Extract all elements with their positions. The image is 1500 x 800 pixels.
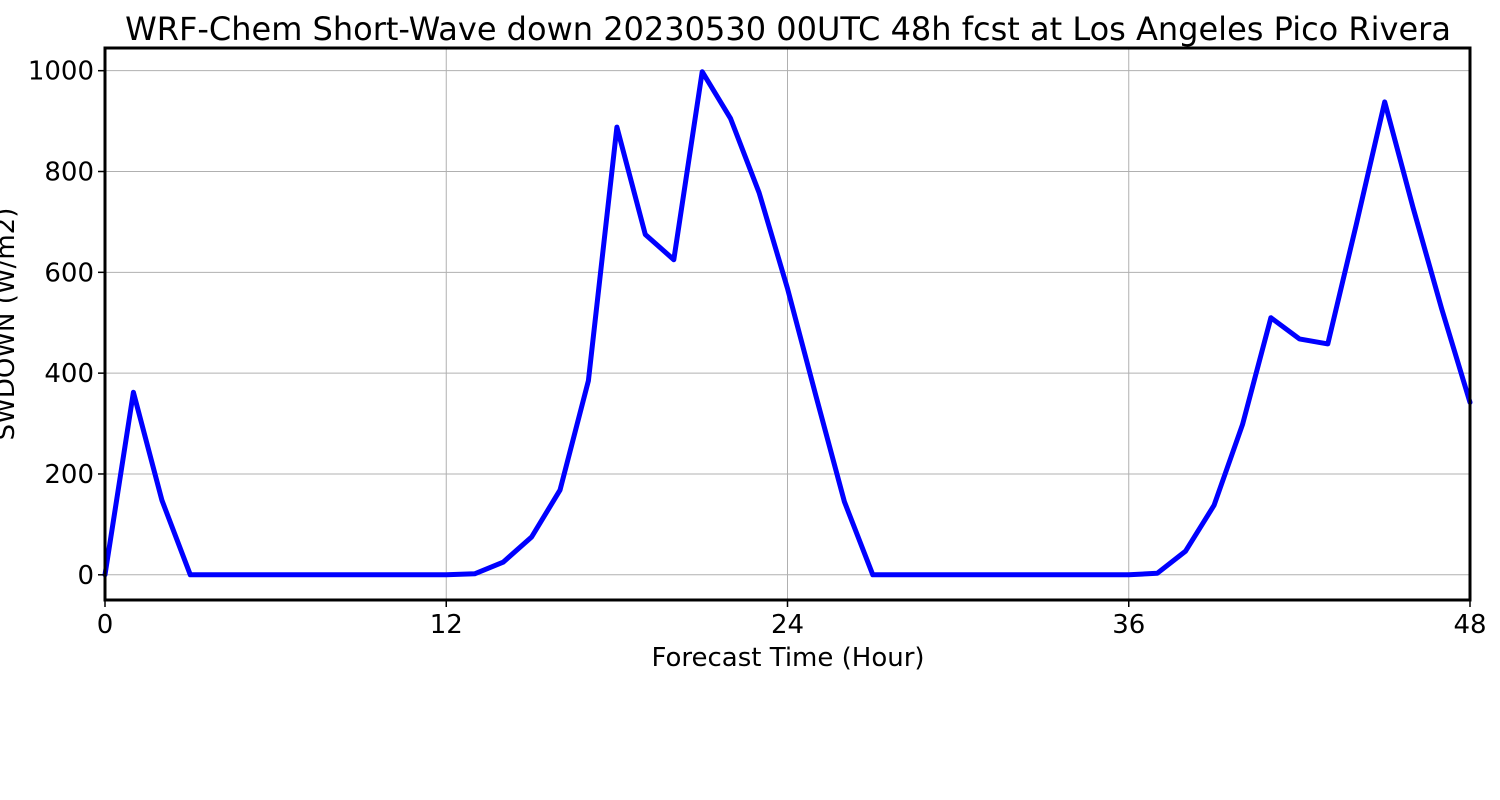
x-tick-label: 48 xyxy=(1453,610,1486,640)
x-tick-label: 36 xyxy=(1112,610,1145,640)
series-layer xyxy=(102,69,1473,578)
x-axis-label: Forecast Time (Hour) xyxy=(651,643,924,673)
grid xyxy=(104,48,1471,600)
x-tick-label: 24 xyxy=(771,610,804,640)
x-tick-label: 0 xyxy=(97,610,114,640)
y-tick-label: 600 xyxy=(44,258,94,288)
tick-layer: 0 12 24 36 48 0 200 400 600 800 1000 xyxy=(28,57,1487,640)
y-tick-label: 1000 xyxy=(28,57,94,87)
y-tick-label: 800 xyxy=(44,158,94,188)
chart-title: WRF-Chem Short-Wave down 20230530 00UTC … xyxy=(125,10,1451,48)
y-tick-label: 400 xyxy=(44,359,94,389)
y-tick-label: 200 xyxy=(44,460,94,490)
y-axis-label: SWDOWN (W/m2) xyxy=(0,208,21,441)
x-tick-label: 12 xyxy=(430,610,463,640)
y-tick-label: 0 xyxy=(77,561,94,591)
swdown-series-line xyxy=(102,69,1473,578)
